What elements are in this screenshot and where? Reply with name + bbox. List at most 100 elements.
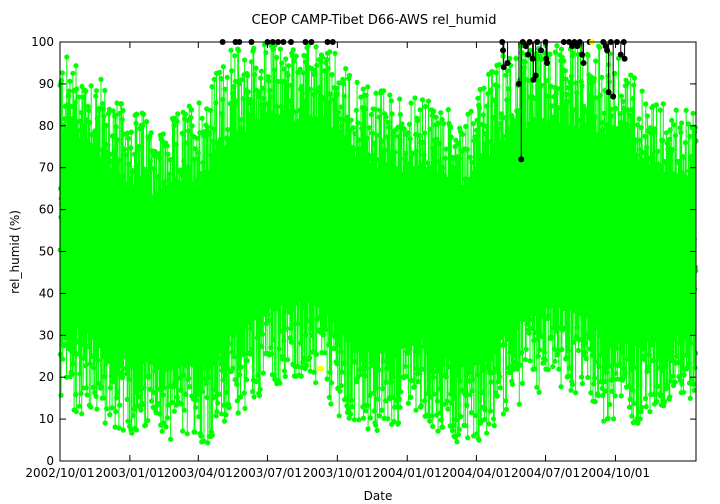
- data-point: [256, 393, 263, 399]
- data-point: [396, 396, 402, 402]
- data-point: [88, 83, 94, 89]
- data-point: [571, 125, 578, 131]
- data-point: [676, 160, 682, 166]
- data-point: [592, 219, 599, 225]
- data-point: [116, 283, 122, 289]
- x-tick-label: 2004/07/01: [511, 466, 580, 480]
- data-point: [641, 345, 647, 352]
- data-point: [648, 228, 655, 234]
- data-point: [203, 248, 210, 254]
- data-point: [354, 375, 361, 381]
- data-point: [264, 101, 270, 107]
- data-point: [118, 257, 124, 263]
- data-point: [309, 332, 315, 338]
- data-point: [141, 385, 147, 391]
- data-point: [255, 94, 261, 100]
- data-point: [424, 391, 430, 397]
- data-point: [355, 120, 361, 126]
- data-point: [433, 114, 439, 120]
- data-point: [655, 222, 661, 228]
- data-point: [70, 361, 76, 367]
- data-point: [265, 74, 271, 80]
- data-point: [371, 291, 377, 297]
- data-point: [248, 326, 254, 332]
- data-point: [578, 311, 584, 317]
- data-point: [372, 106, 378, 112]
- data-point: [692, 286, 698, 292]
- data-point: [419, 229, 425, 235]
- data-point: [232, 243, 238, 249]
- data-point: [453, 283, 459, 289]
- data-point: [453, 298, 459, 304]
- data-point: [204, 394, 210, 400]
- data-point: [566, 365, 573, 371]
- data-point: [533, 51, 540, 57]
- x-axis-label: Date: [364, 489, 393, 503]
- data-point: [248, 210, 254, 216]
- data-point: [526, 330, 532, 336]
- data-point: [368, 279, 374, 286]
- data-point: [169, 182, 175, 188]
- data-point: [180, 372, 187, 378]
- data-point: [278, 104, 284, 110]
- data-point: [423, 246, 429, 252]
- data-point: [563, 241, 569, 247]
- data-point: [427, 418, 433, 424]
- data-point: [402, 156, 408, 162]
- data-point: [274, 54, 280, 61]
- data-point: [572, 204, 578, 210]
- data-point: [325, 263, 331, 269]
- data-point: [350, 125, 356, 131]
- data-point: [175, 301, 181, 307]
- data-point: [650, 275, 656, 281]
- data-point: [384, 134, 391, 140]
- data-point: [483, 356, 489, 362]
- data-point: [622, 251, 629, 257]
- data-point: [173, 141, 179, 147]
- data-point: [168, 292, 174, 298]
- data-point: [105, 142, 111, 148]
- data-point: [340, 76, 346, 82]
- data-point: [541, 349, 548, 355]
- data-point: [315, 117, 321, 123]
- data-point: [596, 364, 602, 370]
- data-point: [667, 378, 674, 384]
- data-point: [308, 86, 314, 92]
- data-point: [412, 231, 418, 237]
- data-point: [473, 166, 479, 172]
- data-point: [314, 62, 320, 68]
- data-point: [513, 248, 520, 254]
- data-point: [241, 390, 247, 396]
- data-point: [374, 132, 380, 138]
- data-point: [687, 133, 693, 139]
- data-point: [618, 269, 624, 275]
- data-point: [500, 53, 506, 59]
- data-point: [648, 283, 654, 289]
- data-point: [238, 364, 244, 370]
- data-point: [460, 131, 466, 137]
- data-point: [453, 417, 459, 423]
- data-point: [430, 423, 436, 429]
- data-point: [691, 387, 697, 393]
- data-point: [273, 306, 279, 312]
- data-point: [412, 95, 418, 101]
- data-point: [210, 138, 216, 145]
- data-point: [660, 250, 667, 256]
- data-point: [85, 343, 92, 350]
- data-point: [681, 372, 687, 378]
- data-point: [505, 68, 511, 74]
- data-point: [251, 71, 258, 77]
- data-point: [166, 171, 172, 177]
- x-tick-label: 2004/10/01: [581, 466, 650, 480]
- data-point: [326, 189, 332, 196]
- data-point: [392, 149, 398, 155]
- data-point: [603, 388, 609, 394]
- data-point: [245, 73, 251, 79]
- data-point: [79, 411, 85, 417]
- data-point: [684, 226, 691, 232]
- data-point: [616, 242, 622, 248]
- data-point: [662, 363, 668, 369]
- data-point: [230, 273, 236, 279]
- data-point: [141, 301, 147, 307]
- data-point: [280, 109, 286, 115]
